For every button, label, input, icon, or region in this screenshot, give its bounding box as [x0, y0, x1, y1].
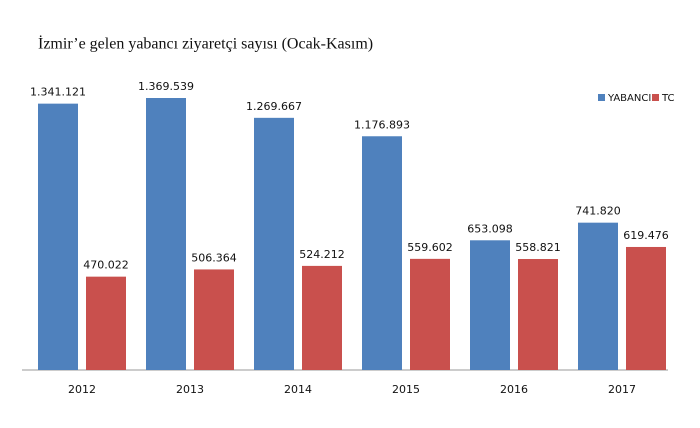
value-label: 1.176.893	[354, 118, 410, 131]
bar	[146, 98, 186, 370]
bar	[38, 103, 78, 370]
bar	[410, 258, 450, 370]
bar	[362, 136, 402, 370]
bar	[626, 246, 666, 370]
value-label: 559.602	[407, 241, 453, 254]
value-label: 506.364	[191, 251, 237, 264]
bar	[254, 117, 294, 371]
x-tick-label: 2012	[68, 383, 96, 396]
legend-swatch	[598, 94, 605, 101]
bar	[470, 240, 510, 370]
x-tick-label: 2017	[608, 383, 636, 396]
bar	[302, 265, 342, 370]
value-label: 619.476	[623, 229, 669, 242]
legend-label: TC	[661, 93, 675, 104]
value-label: 470.022	[83, 259, 129, 272]
bar	[194, 269, 234, 370]
bar	[518, 259, 558, 370]
value-label: 741.820	[575, 205, 621, 218]
value-label: 1.269.667	[246, 100, 302, 113]
bar	[86, 276, 126, 370]
bar	[578, 222, 618, 370]
chart-title: İzmir’e gelen yabancı ziyaretçi sayısı (…	[38, 35, 373, 53]
x-tick-label: 2013	[176, 383, 204, 396]
value-label: 524.212	[299, 248, 345, 261]
value-label: 1.369.539	[138, 80, 194, 93]
x-tick-label: 2015	[392, 383, 420, 396]
value-label: 558.821	[515, 241, 561, 254]
value-label: 653.098	[467, 222, 513, 235]
x-tick-label: 2014	[284, 383, 312, 396]
value-label: 1.341.121	[30, 86, 86, 99]
legend-label: YABANCI	[607, 93, 651, 104]
legend-swatch	[652, 94, 659, 101]
x-tick-label: 2016	[500, 383, 528, 396]
